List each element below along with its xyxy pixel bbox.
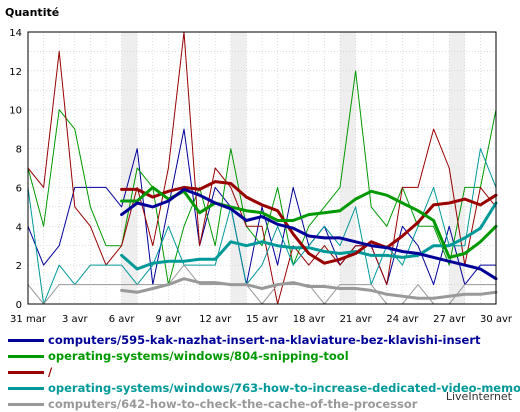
y-tick-label: 6: [16, 183, 22, 194]
series-average-line: [120, 277, 498, 300]
x-tick-label: 18 avr: [293, 314, 326, 325]
daily-series: [27, 31, 497, 305]
legend-label: operating-systems/windows/763-how-to-inc…: [48, 381, 520, 395]
legend-swatch: [8, 355, 44, 358]
y-tick-label: 14: [9, 28, 22, 39]
average-series: [120, 180, 498, 300]
x-tick-label: 31 mar: [10, 314, 47, 325]
weekend-band: [121, 32, 138, 304]
legend-item[interactable]: operating-systems/windows/804-snipping-t…: [8, 348, 520, 364]
series-average-line: [120, 180, 498, 265]
series-average-line: [120, 187, 498, 281]
x-tick-label: 15 avr: [246, 314, 279, 325]
x-tick-label: 12 avr: [199, 314, 232, 325]
x-tick-label: 30 avr: [480, 314, 513, 325]
y-tick-label: 4: [16, 222, 22, 233]
legend-label: operating-systems/windows/804-snipping-t…: [48, 349, 349, 363]
y-tick-label: 8: [16, 145, 22, 156]
legend-swatch: [8, 387, 44, 390]
brand-label[interactable]: LiveInternet: [445, 390, 512, 403]
line-chart: Quantité 0 2 4 6 8 10 12 14 31 mar 3 avr 6 avr 9 a…: [5, 6, 513, 325]
legend-item[interactable]: operating-systems/windows/763-how-to-inc…: [8, 380, 520, 396]
y-tick-labels: 0 2 4 6 8 10 12 14: [9, 28, 22, 311]
legend: computers/595-kak-nazhat-insert-na-klavi…: [8, 332, 520, 412]
legend-swatch: [8, 371, 44, 374]
series-average-line: [120, 185, 498, 259]
legend-swatch: [8, 339, 44, 342]
legend-label: /: [48, 365, 53, 379]
x-tick-label: 6 avr: [109, 314, 136, 325]
x-tick-label: 9 avr: [156, 314, 183, 325]
x-tick-label: 3 avr: [62, 314, 89, 325]
y-tick-label: 2: [16, 261, 22, 272]
x-tick-label: 21 avr: [340, 314, 373, 325]
y-tick-label: 12: [9, 67, 22, 78]
y-tick-label: 10: [9, 106, 22, 117]
legend-item[interactable]: computers/642-how-to-check-the-cache-of-…: [8, 396, 520, 412]
series-average-line: [120, 201, 498, 271]
x-tick-label: 24 avr: [386, 314, 419, 325]
x-tick-labels: 31 mar 3 avr 6 avr 9 avr 12 avr 15 avr 18 avr 2…: [10, 314, 513, 325]
series-line: [27, 128, 496, 286]
legend-item[interactable]: computers/595-kak-nazhat-insert-na-klavi…: [8, 332, 520, 348]
legend-label: computers/642-how-to-check-the-cache-of-…: [48, 397, 418, 411]
legend-item[interactable]: /: [8, 364, 520, 380]
plot-border: [27, 31, 497, 305]
legend-label: computers/595-kak-nazhat-insert-na-klavi…: [48, 333, 481, 347]
x-tick-label: 27 avr: [433, 314, 466, 325]
y-axis-title: Quantité: [5, 6, 59, 19]
series-line: [27, 148, 497, 305]
y-tick-label: 0: [16, 300, 22, 311]
